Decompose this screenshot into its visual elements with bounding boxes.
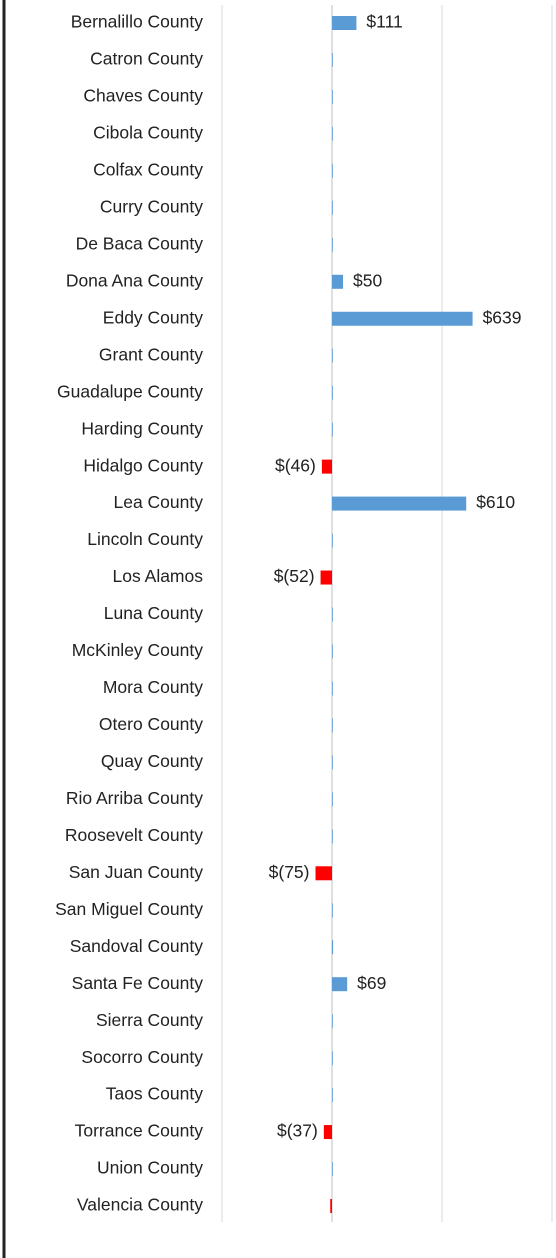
y-tick-label: Grant County — [99, 344, 203, 364]
bar — [332, 16, 357, 30]
y-tick-label: Sandoval County — [70, 936, 204, 956]
y-tick-label: Hidalgo County — [83, 455, 203, 475]
data-label: $(46) — [275, 455, 316, 475]
bar — [332, 1088, 333, 1103]
data-label: $639 — [483, 307, 522, 327]
bar — [332, 1051, 333, 1066]
y-tick-label: Colfax County — [93, 160, 203, 180]
bar — [332, 274, 343, 289]
y-tick-label: Union County — [97, 1158, 203, 1178]
bar — [332, 422, 333, 437]
bar — [332, 792, 333, 807]
bar — [315, 866, 332, 881]
y-tick-label: Taos County — [106, 1084, 204, 1104]
y-tick-label: Quay County — [101, 751, 203, 771]
bar — [332, 903, 333, 918]
y-tick-label: San Miguel County — [55, 899, 203, 919]
y-tick-label: Mora County — [103, 677, 203, 697]
y-tick-label: Torrance County — [75, 1121, 204, 1141]
bar — [332, 237, 333, 252]
y-tick-label: McKinley County — [72, 640, 204, 660]
bar — [332, 126, 333, 141]
data-label: $(75) — [269, 862, 310, 882]
y-tick-label: Los Alamos — [113, 566, 204, 586]
bar — [323, 1125, 332, 1140]
y-tick-label: Chaves County — [83, 86, 203, 106]
y-tick-label: Sierra County — [96, 1010, 203, 1030]
bar — [332, 89, 333, 104]
data-label: $(37) — [277, 1121, 318, 1141]
bar — [332, 200, 333, 215]
bar — [332, 1162, 333, 1177]
bar — [332, 977, 348, 992]
y-tick-label: Luna County — [104, 603, 203, 623]
y-tick-label: Cibola County — [93, 123, 203, 143]
bar — [320, 570, 332, 585]
y-tick-label: Curry County — [100, 196, 203, 216]
bar — [332, 829, 333, 844]
y-tick-label: Catron County — [90, 49, 203, 69]
data-label: $50 — [353, 270, 382, 290]
bar — [332, 52, 333, 67]
data-label: $111 — [366, 12, 402, 32]
y-tick-label: San Juan County — [69, 862, 204, 882]
data-label: $610 — [476, 492, 515, 512]
data-label: $69 — [357, 973, 386, 993]
bar — [332, 718, 333, 733]
bar — [332, 385, 333, 400]
y-tick-label: Socorro County — [81, 1047, 203, 1067]
data-label: $(52) — [274, 566, 315, 586]
bar — [332, 533, 333, 548]
bar — [332, 681, 333, 696]
y-tick-label: Valencia County — [77, 1195, 203, 1215]
y-tick-label: Harding County — [81, 418, 203, 438]
bar — [332, 163, 333, 178]
y-tick-label: Guadalupe County — [57, 381, 203, 401]
bar — [332, 755, 333, 770]
y-tick-label: Lea County — [113, 492, 203, 512]
bar — [332, 607, 333, 622]
y-tick-label: Bernalillo County — [71, 12, 204, 32]
bar — [332, 348, 333, 363]
bar — [330, 1199, 332, 1213]
y-tick-label: Santa Fe County — [72, 973, 204, 993]
bar — [332, 311, 473, 326]
y-tick-label: Eddy County — [103, 307, 203, 327]
y-tick-label: Rio Arriba County — [66, 788, 203, 808]
y-tick-label: Dona Ana County — [66, 270, 203, 290]
bar — [332, 644, 333, 659]
y-tick-label: Roosevelt County — [65, 825, 203, 845]
bar — [332, 496, 467, 511]
y-tick-label: Lincoln County — [87, 529, 203, 549]
bar — [332, 940, 334, 955]
bar — [332, 1014, 333, 1029]
y-tick-label: Otero County — [99, 714, 203, 734]
y-tick-label: De Baca County — [76, 233, 204, 253]
bar — [321, 459, 332, 474]
